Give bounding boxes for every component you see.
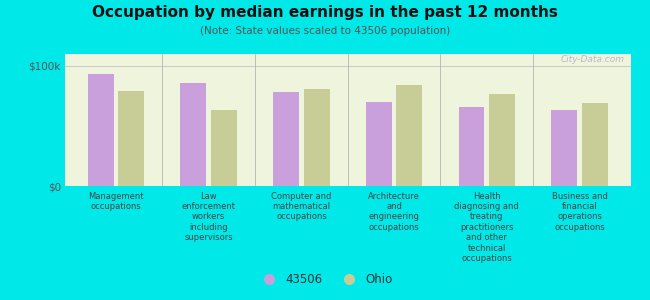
Bar	[582, 103, 608, 186]
Bar	[211, 110, 237, 186]
Bar	[458, 107, 484, 186]
Bar	[118, 91, 144, 186]
Bar	[181, 83, 207, 186]
Bar	[489, 94, 515, 186]
Bar	[88, 74, 114, 186]
Bar	[366, 102, 392, 186]
Legend: 43506, Ohio: 43506, Ohio	[253, 269, 397, 291]
Bar	[304, 89, 330, 186]
Bar	[273, 92, 299, 186]
Bar	[396, 85, 422, 186]
Text: City-Data.com: City-Data.com	[561, 55, 625, 64]
Bar	[551, 110, 577, 186]
Text: Occupation by median earnings in the past 12 months: Occupation by median earnings in the pas…	[92, 4, 558, 20]
Text: (Note: State values scaled to 43506 population): (Note: State values scaled to 43506 popu…	[200, 26, 450, 35]
